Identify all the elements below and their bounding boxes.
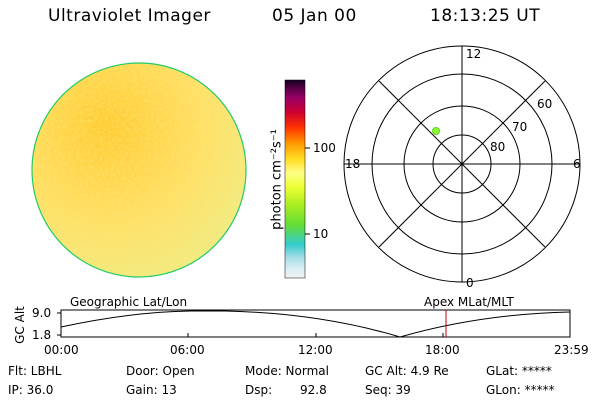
mlt-label-12: 12	[466, 47, 482, 61]
orbit-x-tick-1800: 18:00	[425, 343, 460, 357]
mlat-label-70: 70	[512, 120, 528, 134]
mlt-label-18: 18	[345, 157, 361, 171]
orbit-y-tick-low: 1.8	[32, 328, 52, 342]
gain-info: Gain: 13	[126, 383, 177, 397]
mlat-label-60: 60	[537, 97, 553, 111]
gc-alt-info: GC Alt: 4.9 Re	[365, 364, 449, 378]
ip-info: IP: 36.0	[8, 383, 54, 397]
orbit-x-tick-2359: 23:59	[554, 343, 589, 357]
orbit-y-tick-high: 9.0	[32, 306, 52, 320]
earth-disk	[31, 62, 247, 278]
door-info: Door: Open	[126, 364, 195, 378]
observation-time: 18:13:25 UT	[430, 6, 541, 26]
colorbar-tick-100: 100	[313, 141, 336, 155]
filter-info: Flt: LBHL	[8, 364, 62, 378]
observation-date: 05 Jan 00	[272, 6, 357, 26]
orbit-left-title: Geographic Lat/Lon	[70, 295, 188, 309]
orbit-y-label: GC Alt	[13, 306, 27, 344]
orbit-x-tick-0000: 00:00	[44, 343, 79, 357]
mlat-label-80: 80	[490, 140, 506, 154]
spacecraft-position-marker	[432, 127, 440, 135]
glat-info: GLat: *****	[486, 364, 552, 378]
dsp-value: 92.8	[300, 383, 327, 397]
seq-info: Seq: 39	[365, 383, 411, 397]
orbit-altitude-curve	[60, 310, 571, 338]
polar-grid	[343, 45, 581, 283]
mode-info: Mode: Normal	[245, 364, 329, 378]
orbit-right-title: Apex MLat/MLT	[424, 295, 514, 309]
instrument-title: Ultraviolet Imager	[48, 6, 211, 26]
color-bar	[284, 79, 310, 279]
orbit-plot-frame	[57, 309, 571, 338]
mlt-label-6: 6	[573, 157, 581, 171]
orbit-x-tick-0600: 06:00	[170, 343, 205, 357]
mlt-label-0: 0	[466, 276, 474, 290]
colorbar-unit-label: photon cm⁻²s⁻¹	[269, 129, 285, 230]
colorbar-tick-10: 10	[313, 227, 329, 241]
dsp-label: Dsp:	[245, 383, 273, 397]
orbit-x-tick-1200: 12:00	[298, 343, 333, 357]
glon-info: GLon: *****	[486, 383, 555, 397]
